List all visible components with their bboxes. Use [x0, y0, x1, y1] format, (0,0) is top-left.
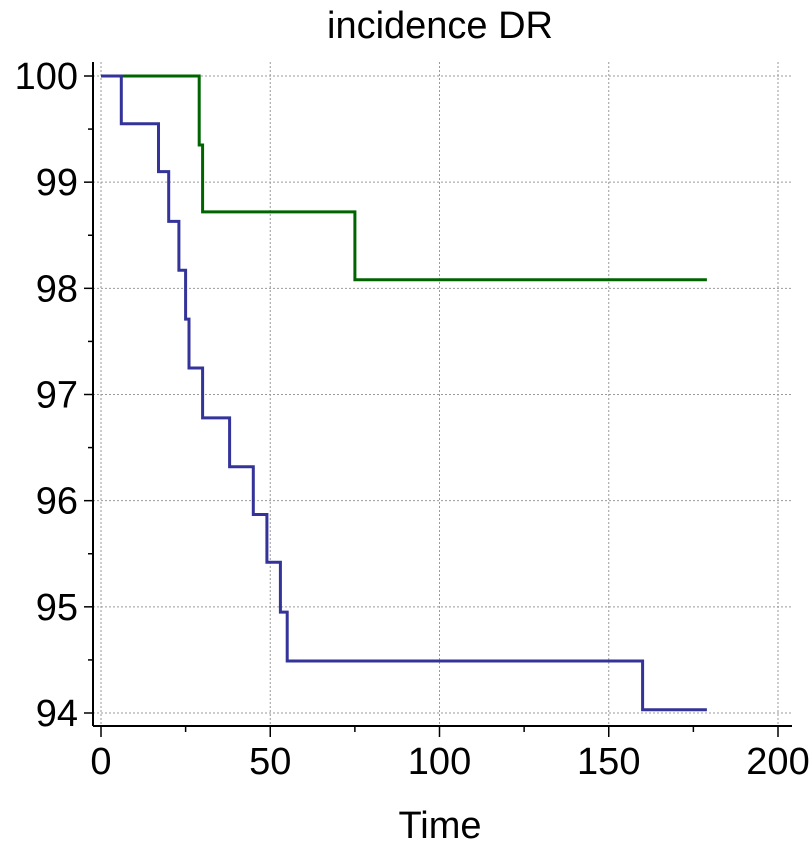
x-tick-label: 0 [90, 741, 111, 783]
y-tick-label: 95 [36, 587, 78, 629]
y-tick-label: 98 [36, 268, 78, 310]
ticks: 0 50 100 150 200 94 95 96 97 98 99 100 [15, 56, 810, 783]
y-tick-label: 96 [36, 481, 78, 523]
chart-title: incidence DR [327, 5, 553, 47]
y-tick-label: 99 [36, 162, 78, 204]
x-tick-label: 200 [746, 741, 809, 783]
x-axis-label: Time [398, 805, 481, 845]
y-tick-label: 94 [36, 693, 78, 735]
x-tick-label: 50 [249, 741, 291, 783]
grid [93, 62, 792, 726]
x-tick-label: 150 [577, 741, 640, 783]
series-group [101, 74, 707, 712]
series-line-1 [101, 74, 707, 282]
y-tick-label: 100 [15, 56, 78, 98]
series-line-2 [101, 74, 707, 712]
y-tick-label: 97 [36, 375, 78, 417]
x-tick-label: 100 [408, 741, 471, 783]
